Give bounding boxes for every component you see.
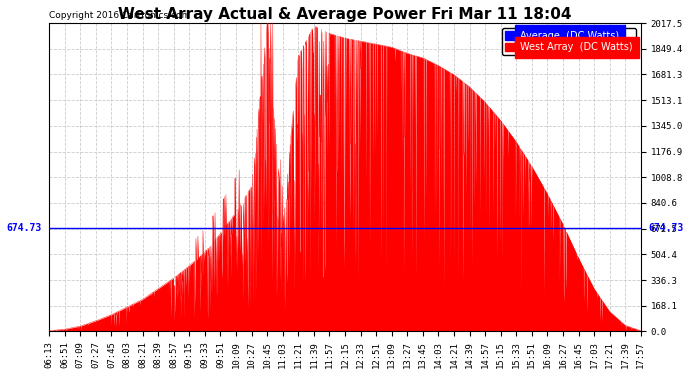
Legend: Average  (DC Watts), West Array  (DC Watts): Average (DC Watts), West Array (DC Watts… [502, 28, 636, 55]
Title: West Array Actual & Average Power Fri Mar 11 18:04: West Array Actual & Average Power Fri Ma… [118, 7, 572, 22]
Text: 674.73: 674.73 [649, 224, 684, 233]
Text: Copyright 2016 Cartronics.com: Copyright 2016 Cartronics.com [49, 11, 190, 20]
Text: 674.73: 674.73 [6, 224, 41, 233]
